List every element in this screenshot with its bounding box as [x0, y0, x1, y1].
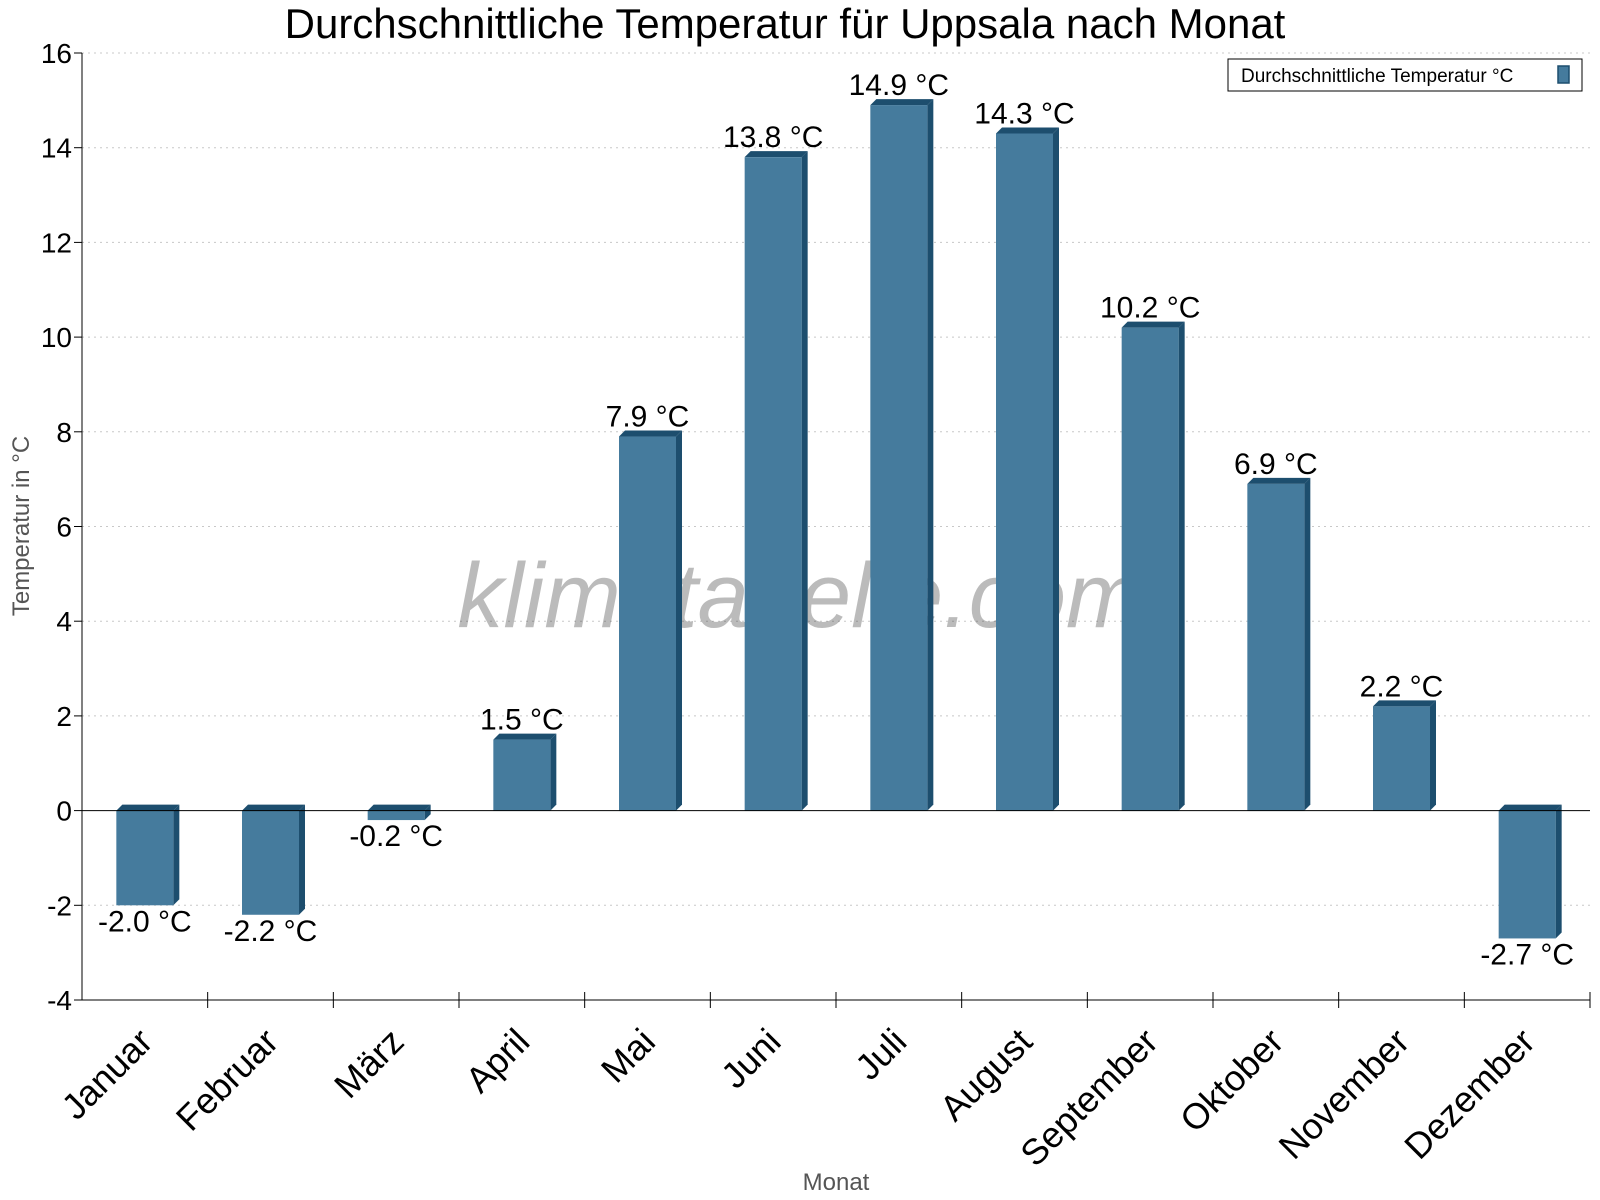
y-tick-label: 6 [56, 512, 72, 543]
x-tick-label: August [932, 1020, 1040, 1128]
bar-value-label: 13.8 °C [723, 121, 823, 154]
y-tick-label: 0 [56, 796, 72, 827]
bar-side [299, 804, 305, 915]
bar-top [493, 733, 557, 740]
bar [1247, 483, 1305, 811]
bar-value-label: -2.0 °C [98, 905, 192, 938]
bar-value-label: 6.9 °C [1234, 448, 1318, 481]
y-tick-label: 12 [41, 227, 72, 258]
y-tick-label: -4 [47, 985, 72, 1016]
bar-top [870, 99, 934, 106]
bar-side [550, 733, 557, 811]
legend-box [1227, 58, 1583, 92]
bar [619, 436, 676, 811]
bar-top [1121, 321, 1185, 328]
x-tick-label: Juli [847, 1020, 914, 1087]
bar-value-label: 2.2 °C [1360, 670, 1444, 703]
bar-side [1178, 321, 1185, 811]
bar [870, 105, 928, 811]
bar-top [619, 430, 682, 437]
x-tick-label: April [457, 1020, 537, 1100]
bar-top [367, 804, 431, 811]
bar-side [801, 151, 808, 811]
bar-value-label: -2.7 °C [1480, 938, 1574, 971]
bar-side [424, 804, 431, 821]
y-tick-label: -2 [47, 890, 72, 921]
bar-side [676, 430, 682, 811]
chart-title: Durchschnittliche Temperatur für Uppsala… [285, 0, 1286, 47]
bar [493, 739, 551, 811]
x-tick-label: März [326, 1020, 412, 1106]
bar-top [242, 804, 305, 811]
bar [1498, 810, 1556, 939]
bar-top [744, 151, 808, 158]
y-tick-label: 8 [56, 417, 72, 448]
x-tick-label: Oktober [1172, 1020, 1292, 1140]
bar [1121, 327, 1179, 811]
x-tick-label: Dezember [1396, 1020, 1542, 1166]
bar [744, 157, 802, 811]
bar-side [173, 804, 180, 906]
bar [996, 133, 1053, 811]
bar-top [1373, 700, 1436, 707]
x-tick-label: Januar [53, 1020, 160, 1127]
bar-value-label: 10.2 °C [1100, 292, 1200, 325]
y-tick-label: 14 [41, 133, 72, 164]
y-tick-label: 10 [41, 322, 72, 353]
legend-swatch [1557, 65, 1570, 84]
grid-lines [82, 52, 1590, 1001]
bar-top [996, 127, 1059, 134]
y-axis-label: Temperatur in °C [8, 436, 35, 616]
x-tick-label: September [1012, 1020, 1166, 1174]
legend: Durchschnittliche Temperatur °C [1227, 58, 1583, 92]
bar [242, 810, 299, 915]
x-tick-label: Juni [713, 1020, 789, 1096]
bar-top [1247, 477, 1311, 484]
bar [1373, 706, 1430, 811]
x-axis-label: Monat [803, 1169, 870, 1196]
y-tick-label: 16 [41, 38, 72, 69]
bars [116, 99, 1562, 939]
x-tick-label: November [1271, 1020, 1417, 1166]
bar-side [1555, 804, 1562, 939]
bar-top [1498, 804, 1562, 811]
y-tick-label: 4 [56, 606, 72, 637]
bar-value-labels: -2.0 °C -2.2 °C -0.2 °C 1.5 °C 7.9 °C 13.8 °C… [98, 69, 1574, 971]
x-tick-label: Februar [168, 1020, 286, 1138]
bar-side [1053, 127, 1059, 811]
bar-value-label: 14.9 °C [849, 69, 949, 102]
bar-value-label: 1.5 °C [480, 704, 564, 737]
bar-top [116, 804, 180, 811]
legend-label: Durchschnittliche Temperatur °C [1241, 66, 1513, 87]
bar-side [927, 99, 934, 811]
bar-value-label: 14.3 °C [974, 97, 1074, 130]
bar-value-label: 7.9 °C [606, 401, 690, 434]
bar-value-label: -2.2 °C [224, 915, 318, 948]
bar-side [1430, 700, 1436, 811]
bar [116, 810, 174, 906]
x-tick-label: Mai [593, 1020, 663, 1090]
bar-side [1304, 477, 1311, 811]
y-tick-label: 2 [56, 701, 72, 732]
bar-value-label: -0.2 °C [349, 820, 443, 853]
bar [367, 810, 425, 821]
